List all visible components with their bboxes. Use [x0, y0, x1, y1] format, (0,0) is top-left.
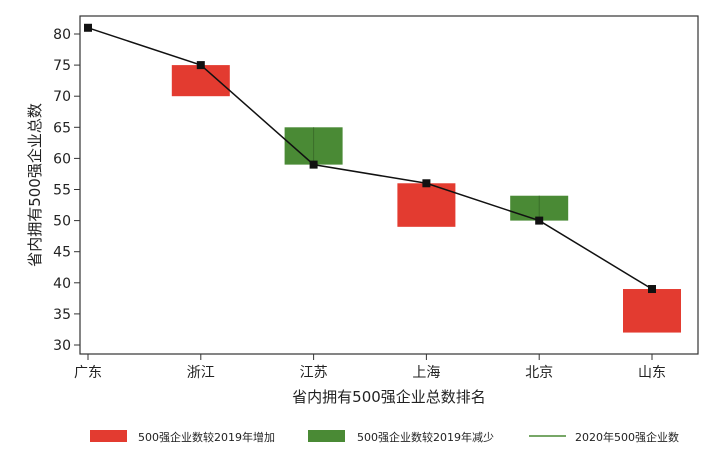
x-tick-label: 北京: [525, 365, 553, 381]
y-axis-label: 省内拥有500强企业总数: [26, 103, 44, 267]
line-point: [535, 216, 544, 225]
x-tick-label: 山东: [638, 365, 666, 381]
y-tick-label: 65: [53, 120, 71, 136]
y-tick-label: 55: [53, 183, 71, 199]
y-tick-label: 80: [53, 27, 71, 43]
legend-label-increase: 500强企业数较2019年增加: [138, 430, 275, 444]
x-tick-label: 广东: [74, 365, 102, 381]
line-point: [196, 61, 205, 70]
y-tick-label: 70: [53, 89, 71, 105]
x-tick-label: 江苏: [300, 365, 328, 381]
legend-swatch-decrease: [308, 430, 345, 442]
y-tick-label: 45: [53, 245, 71, 261]
plot-frame: [79, 15, 699, 355]
legend: 500强企业数较2019年增加 500强企业数较2019年减少 2020年500…: [90, 430, 679, 444]
legend-label-decrease: 500强企业数较2019年减少: [357, 430, 494, 444]
y-axis: 30 35 40 45 50 55 60 65 70 75 80: [53, 27, 80, 354]
y-tick-label: 35: [53, 307, 71, 323]
legend-swatch-increase: [90, 430, 127, 442]
y-tick-label: 60: [53, 151, 71, 167]
line-path: [87, 27, 653, 290]
range-bar-increase: [171, 65, 230, 97]
y-tick-label: 30: [53, 338, 71, 354]
range-bar-increase: [397, 183, 456, 227]
y-tick-label: 50: [53, 214, 71, 230]
y-tick-label: 75: [53, 58, 71, 74]
x-tick-label: 浙江: [187, 365, 215, 381]
x-axis: 广东 浙江 江苏 上海 北京 山东: [74, 354, 666, 381]
line-point: [422, 179, 431, 188]
x-tick-label: 上海: [412, 365, 440, 381]
line-point: [84, 23, 92, 32]
line-point: [309, 160, 318, 169]
range-bars: [171, 65, 681, 333]
y-tick-label: 40: [53, 276, 71, 292]
legend-label-line: 2020年500强企业数: [575, 430, 679, 444]
range-bar-increase: [623, 289, 681, 333]
line-series: [84, 23, 656, 294]
line-point: [648, 285, 656, 294]
x-axis-label: 省内拥有500强企业总数排名: [292, 388, 486, 406]
